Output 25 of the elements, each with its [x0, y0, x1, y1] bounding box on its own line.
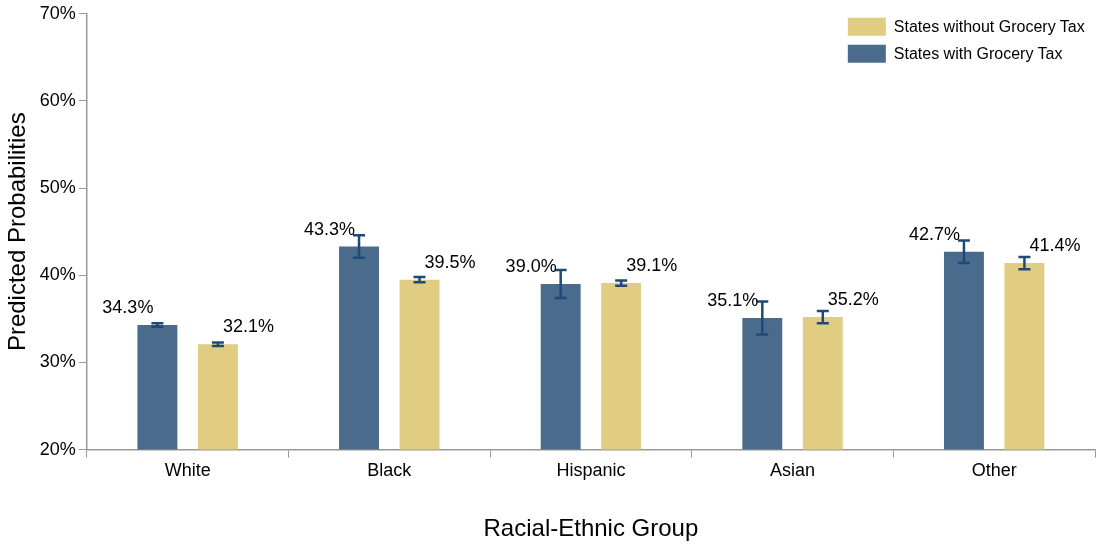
x-tick-label: Other: [971, 460, 1017, 481]
x-tick-label: White: [164, 460, 211, 481]
y-tick-label: 50%: [39, 177, 76, 198]
data-label: 39.0%: [505, 256, 557, 276]
data-label: 34.3%: [102, 296, 154, 317]
data-label: 41.4%: [1029, 235, 1081, 256]
y-tick-label: 60%: [39, 89, 76, 110]
legend-label: States without Grocery Tax: [893, 18, 1085, 36]
x-tick-label: Black: [367, 460, 413, 481]
data-label: 32.1%: [222, 316, 274, 337]
y-tick-label: 40%: [39, 264, 76, 285]
y-tick-label: 30%: [39, 351, 76, 372]
data-label: 43.3%: [303, 218, 356, 239]
x-tick-label: Hispanic: [556, 460, 626, 481]
data-label: 39.5%: [424, 251, 476, 272]
data-label: 35.2%: [827, 289, 879, 310]
legend-label: States with Grocery Tax: [893, 45, 1063, 63]
y-tick-label: 20%: [39, 438, 76, 459]
data-label: 42.7%: [908, 223, 960, 244]
data-label: 35.1%: [707, 289, 759, 310]
y-axis-title: Predicted Probabilities: [3, 112, 31, 352]
x-tick-label: Asian: [770, 460, 816, 481]
y-tick-label: 70%: [39, 2, 76, 23]
data-label: 39.1%: [626, 255, 678, 276]
x-axis-title: Racial-Ethnic Group: [483, 514, 699, 542]
